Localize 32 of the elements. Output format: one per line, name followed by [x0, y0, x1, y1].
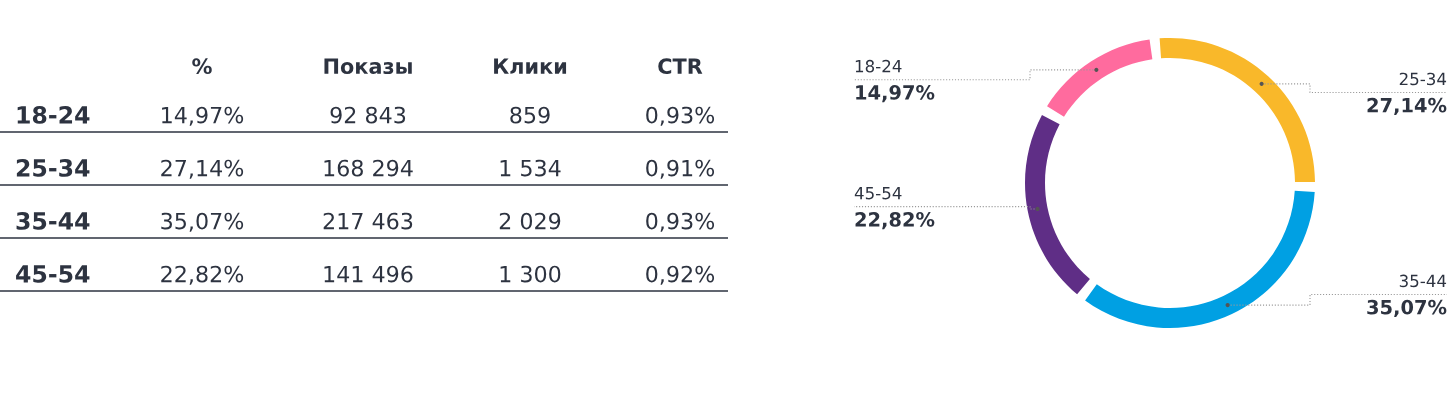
text: 0,93% — [646, 106, 715, 126]
text: 141 496 — [324, 265, 413, 283]
text: 1 300 — [500, 265, 561, 283]
data-label: 27,14% — [1367, 97, 1447, 116]
slice-label: 18-24 — [855, 59, 902, 73]
text: 168 294 — [324, 159, 413, 177]
category-label: 25-34 — [16, 158, 90, 177]
text: 92 843 — [330, 106, 406, 124]
text: 217 463 — [323, 212, 413, 230]
data-label: 14,97% — [856, 85, 935, 103]
text: 2 029 — [499, 212, 561, 230]
data-label: 35,07% — [1367, 299, 1447, 317]
slice-label: 25-34 — [1399, 72, 1447, 86]
data-label: 22,82% — [855, 212, 935, 230]
category-label: Клики — [494, 58, 567, 74]
text: 0,93% — [646, 212, 715, 232]
text: 14,97% — [162, 106, 244, 126]
text: 27,14% — [161, 159, 244, 179]
slice-label: 45-54 — [854, 187, 902, 200]
text: 859 — [510, 106, 550, 124]
text: 1 534 — [500, 159, 561, 177]
text: 0,92% — [646, 265, 715, 285]
text: 35,07% — [161, 212, 244, 232]
category-label: 45-54 — [16, 265, 90, 283]
slice-label: 35-44 — [1399, 274, 1447, 288]
category-label: % — [192, 58, 212, 75]
text: 22,82% — [161, 265, 244, 285]
text: 0,91% — [646, 159, 715, 179]
category-label: CTR — [658, 58, 703, 75]
category-label: 35-44 — [16, 211, 90, 230]
category-label: 18-24 — [17, 105, 90, 124]
category-label: Показы — [324, 58, 412, 75]
